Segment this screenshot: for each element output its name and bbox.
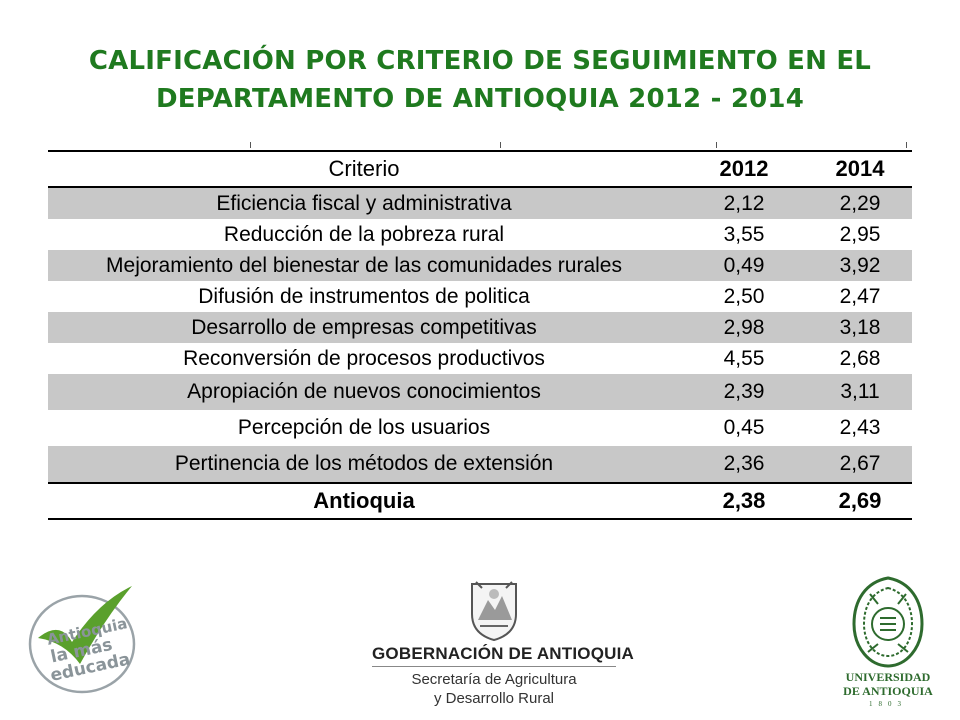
row-value-2014: 3,11: [840, 380, 880, 403]
table-row: Pertinencia de los métodos de extensión …: [48, 446, 912, 482]
row-value-2012: 3,55: [723, 222, 765, 246]
row-value-2014: 3,18: [839, 315, 881, 339]
row-criterio: Desarrollo de empresas competitivas: [191, 315, 537, 339]
row-criterio: Mejoramiento del bienestar de las comuni…: [106, 253, 622, 277]
title-line-2: DEPARTAMENTO DE ANTIOQUIA 2012 - 2014: [156, 84, 804, 114]
university-seal-icon: [852, 576, 924, 668]
table-tick: [500, 142, 501, 148]
gobernacion-sub2: y Desarrollo Rural: [433, 690, 555, 707]
table-row: Apropiación de nuevos conocimientos 2,39…: [48, 374, 912, 410]
row-value-2012: 2,36: [723, 452, 765, 475]
table-total-row: Antioquia 2,38 2,69: [48, 482, 912, 518]
table-tick: [716, 142, 717, 148]
row-criterio: Pertinencia de los métodos de extensión: [174, 452, 554, 475]
title-line-1: CALIFICACIÓN POR CRITERIO DE SEGUIMIENTO…: [88, 46, 872, 76]
row-value-2014: 2,29: [839, 191, 881, 215]
table-row: Desarrollo de empresas competitivas 2,98…: [48, 312, 912, 343]
gobernacion-sub1: Secretaría de Agricultura: [411, 671, 577, 688]
table-row: Mejoramiento del bienestar de las comuni…: [48, 250, 912, 281]
row-value-2014: 2,47: [839, 284, 881, 308]
table-header-row: Criterio 2012 2014: [48, 152, 912, 188]
divider: [372, 666, 616, 667]
table-tick: [250, 142, 251, 148]
total-value-2012: 2,38: [722, 488, 766, 513]
criteria-table: Criterio 2012 2014 Eficiencia fiscal y a…: [48, 150, 912, 520]
row-value-2012: 2,39: [723, 380, 765, 403]
row-criterio: Reducción de la pobreza rural: [223, 222, 505, 246]
header-2012: 2012: [719, 156, 769, 181]
row-value-2014: 3,92: [839, 253, 881, 277]
row-value-2014: 2,43: [839, 416, 881, 439]
udea-line1: UNIVERSIDAD: [845, 670, 931, 684]
row-criterio: Apropiación de nuevos conocimientos: [187, 380, 541, 403]
universidad-logo: UNIVERSIDAD DE ANTIOQUIA 1803: [836, 574, 940, 714]
table-row: Percepción de los usuarios 0,45 2,43: [48, 410, 912, 446]
gobernacion-name: GOBERNACIÓN DE ANTIOQUIA: [372, 644, 635, 663]
total-criterio: Antioquia: [313, 488, 415, 513]
checkmark-icon: Antioquia la más educada: [28, 586, 136, 694]
row-value-2014: 2,67: [839, 452, 881, 475]
row-criterio: Eficiencia fiscal y administrativa: [216, 191, 512, 215]
table-row: Eficiencia fiscal y administrativa 2,12 …: [48, 188, 912, 219]
header-criterio: Criterio: [328, 156, 400, 181]
header-2014: 2014: [835, 156, 885, 181]
row-value-2012: 0,45: [723, 416, 765, 439]
slide-title: CALIFICACIÓN POR CRITERIO DE SEGUIMIENTO…: [40, 42, 920, 118]
row-value-2012: 0,49: [723, 253, 765, 277]
table-row: Reducción de la pobreza rural 3,55 2,95: [48, 219, 912, 250]
row-criterio: Difusión de instrumentos de politica: [198, 284, 530, 308]
udea-line2: DE ANTIOQUIA: [843, 684, 933, 698]
table-row: Reconversión de procesos productivos 4,5…: [48, 343, 912, 374]
row-value-2012: 2,50: [723, 284, 765, 308]
coat-of-arms-icon: [471, 581, 517, 642]
row-value-2014: 2,68: [839, 346, 881, 370]
row-value-2012: 2,98: [723, 315, 765, 339]
table-row: Difusión de instrumentos de politica 2,5…: [48, 281, 912, 312]
row-value-2012: 2,12: [723, 191, 765, 215]
gobernacion-logo: GOBERNACIÓN DE ANTIOQUIA Secretaría de A…: [372, 580, 635, 707]
row-value-2012: 4,55: [723, 346, 765, 370]
udea-year: 1803: [869, 700, 907, 708]
antioquia-educada-logo: Antioquia la más educada: [20, 580, 150, 700]
row-value-2014: 2,95: [839, 222, 881, 246]
row-criterio: Percepción de los usuarios: [237, 416, 491, 439]
total-value-2014: 2,69: [838, 488, 882, 513]
row-criterio: Reconversión de procesos productivos: [183, 346, 545, 370]
table-tick: [906, 142, 907, 148]
